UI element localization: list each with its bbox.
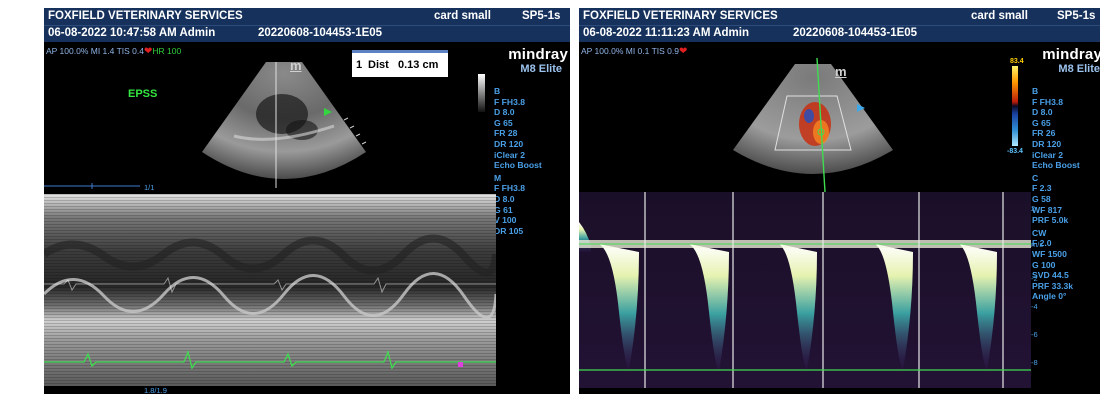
parameter-item: V 100 bbox=[494, 215, 517, 226]
probe-label: SP5-1s bbox=[1057, 10, 1096, 22]
parameter-item: PRF 5.0k bbox=[1032, 215, 1069, 226]
acoustic-status: AP 100.0% MI 0.1 TIS 0.9❤ bbox=[581, 46, 687, 57]
parameter-item: G 65 bbox=[494, 117, 513, 128]
parameter-item: FR 28 bbox=[494, 128, 518, 139]
parameter-item: SVD 44.5 bbox=[1032, 270, 1069, 281]
parameter-item: F FH3.8 bbox=[1032, 96, 1064, 107]
parameter-item: DR 105 bbox=[494, 225, 524, 236]
acoustic-values: AP 100.0% MI 0.1 TIS 0.9 bbox=[581, 46, 679, 56]
brand-logo: mindray bbox=[1042, 46, 1100, 63]
velocity-tick: -8 bbox=[1031, 358, 1038, 367]
scale-label: 1/1 bbox=[144, 183, 155, 192]
parameter-item: D 8.0 bbox=[494, 107, 515, 118]
parameter-item: Angle 0° bbox=[1032, 291, 1067, 302]
grayscale-bar bbox=[478, 74, 485, 112]
clinic-name: FOXFIELD VETERINARY SERVICES bbox=[583, 10, 778, 22]
color-doppler-sector-image bbox=[733, 58, 893, 192]
parameter-item: G 100 bbox=[1032, 259, 1056, 270]
parameter-item: WF 1500 bbox=[1032, 248, 1067, 259]
parameter-item: DR 120 bbox=[494, 138, 524, 149]
orientation-marker: m bbox=[290, 58, 302, 73]
parameter-item: iClear 2 bbox=[494, 149, 526, 160]
velocity-unit: m/s bbox=[1031, 240, 1044, 249]
heart-icon: ❤ bbox=[678, 46, 688, 57]
cw-cursor-line bbox=[816, 58, 826, 192]
ecg-trace bbox=[44, 349, 496, 370]
parameter-item: G 61 bbox=[494, 204, 513, 215]
parameter-item: WF 817 bbox=[1032, 204, 1063, 215]
exam-datetime: 06-08-2022 10:47:58 AM Admin bbox=[48, 27, 216, 39]
parameter-section-header: M bbox=[494, 172, 502, 183]
measurement-index: 1 bbox=[356, 59, 363, 71]
parameter-item: Echo Boost bbox=[494, 160, 542, 171]
exam-datetime: 06-08-2022 11:11:23 AM Admin bbox=[583, 27, 749, 39]
focus-marker-icon bbox=[857, 104, 865, 112]
model-name: M8 Elite bbox=[520, 63, 562, 75]
header-bar: FOXFIELD VETERINARY SERVICES card small … bbox=[579, 8, 1100, 42]
parameter-item: iClear 2 bbox=[1032, 149, 1064, 160]
probe-label: SP5-1s bbox=[522, 10, 561, 22]
model-name: M8 Elite bbox=[1058, 63, 1100, 75]
focus-marker-icon bbox=[324, 108, 332, 116]
parameter-section-header: B bbox=[1032, 86, 1039, 96]
velocity-tick: 2 bbox=[1031, 204, 1036, 213]
color-scale-top: 83.4 bbox=[1010, 58, 1024, 65]
color-scale-bottom: -83.4 bbox=[1007, 148, 1023, 155]
parameter-item: F FH3.8 bbox=[494, 183, 526, 194]
clinic-name: FOXFIELD VETERINARY SERVICES bbox=[48, 10, 243, 22]
heart-rate: HR 100 bbox=[152, 46, 182, 56]
preset-label: card small bbox=[971, 10, 1028, 22]
velocity-tick: -2 bbox=[1031, 274, 1038, 283]
measurement-label: Dist bbox=[368, 59, 389, 71]
orientation-marker: m bbox=[835, 64, 847, 79]
preset-label: card small bbox=[434, 10, 491, 22]
parameter-item: G 65 bbox=[1032, 117, 1051, 128]
parameter-item: DR 120 bbox=[1032, 138, 1062, 149]
heart-icon: ❤ bbox=[143, 46, 153, 57]
cw-doppler-spectrum bbox=[579, 192, 1031, 388]
color-roi-box bbox=[774, 95, 852, 151]
velocity-tick: -6 bbox=[1031, 330, 1038, 339]
parameter-item: F 2.3 bbox=[1032, 183, 1052, 194]
color-velocity-bar bbox=[1012, 66, 1018, 146]
ecg-marker bbox=[458, 362, 463, 367]
parameter-item: FR 26 bbox=[1032, 128, 1056, 139]
timeline-scale bbox=[44, 183, 140, 189]
mmode-trace bbox=[44, 194, 496, 386]
brand-logo: mindray bbox=[508, 46, 568, 63]
header-bar: FOXFIELD VETERINARY SERVICES card small … bbox=[44, 8, 570, 42]
velocity-tick: -4 bbox=[1031, 302, 1038, 311]
parameter-item: G 58 bbox=[1032, 193, 1051, 204]
parameter-item: PRF 33.3k bbox=[1032, 280, 1074, 291]
parameter-section-header: CW bbox=[1032, 227, 1047, 238]
acoustic-status: AP 100.0% MI 1.4 TIS 0.4❤HR 100 bbox=[46, 46, 181, 57]
parameter-item: F 2.0 bbox=[1032, 238, 1052, 249]
epss-annotation: EPSS bbox=[128, 88, 158, 100]
bmode-sector-image bbox=[202, 62, 367, 188]
acoustic-values: AP 100.0% MI 1.4 TIS 0.4 bbox=[46, 46, 144, 56]
distance-measurement-box: 1 Dist 0.13 cm bbox=[352, 50, 448, 77]
exam-id: 20220608-104453-1E05 bbox=[258, 27, 383, 39]
exam-id: 20220608-104453-1E05 bbox=[793, 27, 918, 39]
parameter-section-header: B bbox=[494, 86, 501, 96]
parameter-section-header: C bbox=[1032, 172, 1039, 183]
parameter-item: Echo Boost bbox=[1032, 160, 1080, 171]
ultrasound-panel-mmode: FOXFIELD VETERINARY SERVICES card small … bbox=[44, 8, 570, 394]
parameter-item: D 8.0 bbox=[1032, 107, 1053, 118]
bottom-scale-label: 1.8/1.9 bbox=[144, 386, 167, 394]
ultrasound-panel-doppler: FOXFIELD VETERINARY SERVICES card small … bbox=[579, 8, 1100, 394]
parameter-item: F FH3.8 bbox=[494, 96, 526, 107]
measurement-value: 0.13 cm bbox=[398, 59, 439, 71]
parameter-item: D 8.0 bbox=[494, 193, 515, 204]
